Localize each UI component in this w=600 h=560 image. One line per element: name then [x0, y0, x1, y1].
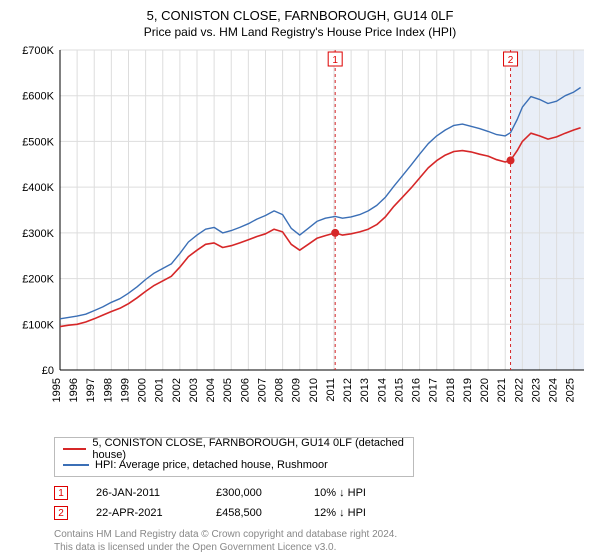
svg-text:1999: 1999: [119, 378, 131, 402]
title-line1: 5, CONISTON CLOSE, FARNBOROUGH, GU14 0LF: [10, 8, 590, 25]
legend-swatch: [63, 464, 89, 466]
footer-line1: Contains HM Land Registry data © Crown c…: [54, 529, 586, 542]
sale-price: £300,000: [216, 487, 286, 499]
svg-text:2010: 2010: [308, 378, 320, 402]
legend-label: HPI: Average price, detached house, Rush…: [95, 459, 328, 471]
svg-text:1995: 1995: [51, 378, 63, 402]
svg-text:2015: 2015: [393, 378, 405, 402]
svg-text:2007: 2007: [256, 378, 268, 402]
svg-text:2001: 2001: [154, 378, 166, 402]
svg-text:2020: 2020: [479, 378, 491, 402]
svg-text:2011: 2011: [325, 378, 337, 402]
chart-svg: £0 £100K £200K £300K £400K £500K £600K £700K 199…: [10, 44, 590, 404]
svg-text:2018: 2018: [445, 378, 457, 402]
title-block: 5, CONISTON CLOSE, FARNBOROUGH, GU14 0LF…: [10, 8, 590, 40]
svg-text:2: 2: [508, 55, 514, 66]
footer: Contains HM Land Registry data © Crown c…: [54, 529, 586, 554]
svg-text:2017: 2017: [428, 378, 440, 402]
svg-text:2023: 2023: [530, 378, 542, 402]
svg-text:2006: 2006: [239, 378, 251, 402]
sale-badge: 2: [54, 506, 68, 520]
sale-row: 1 26-JAN-2011 £300,000 10% ↓ HPI: [54, 483, 586, 503]
footer-line2: This data is licensed under the Open Gov…: [54, 542, 586, 555]
svg-text:£500K: £500K: [22, 137, 54, 149]
svg-text:2016: 2016: [411, 378, 423, 402]
svg-text:2019: 2019: [462, 378, 474, 402]
legend-item-price-paid: 5, CONISTON CLOSE, FARNBOROUGH, GU14 0LF…: [63, 441, 405, 457]
svg-text:£700K: £700K: [22, 45, 54, 57]
sale-badge: 1: [54, 486, 68, 500]
svg-text:1997: 1997: [85, 378, 97, 402]
sale-row: 2 22-APR-2021 £458,500 12% ↓ HPI: [54, 503, 586, 523]
svg-text:£200K: £200K: [22, 274, 54, 286]
svg-text:£100K: £100K: [22, 320, 54, 332]
svg-text:2012: 2012: [342, 378, 354, 402]
svg-text:2008: 2008: [274, 378, 286, 402]
svg-text:2004: 2004: [205, 378, 217, 402]
svg-text:2003: 2003: [188, 378, 200, 402]
svg-text:2021: 2021: [496, 378, 508, 402]
sale-diff: 10% ↓ HPI: [314, 487, 404, 499]
svg-text:£300K: £300K: [22, 228, 54, 240]
legend-label: 5, CONISTON CLOSE, FARNBOROUGH, GU14 0LF…: [92, 437, 405, 461]
legend: 5, CONISTON CLOSE, FARNBOROUGH, GU14 0LF…: [54, 437, 414, 477]
sale-diff: 12% ↓ HPI: [314, 507, 404, 519]
svg-text:£400K: £400K: [22, 183, 54, 195]
title-line2: Price paid vs. HM Land Registry's House …: [10, 25, 590, 41]
legend-swatch: [63, 448, 86, 450]
sale-date: 22-APR-2021: [96, 507, 188, 519]
svg-text:2025: 2025: [565, 378, 577, 402]
svg-text:2024: 2024: [548, 378, 560, 402]
svg-text:1996: 1996: [68, 378, 80, 402]
svg-text:2022: 2022: [513, 378, 525, 402]
svg-text:1: 1: [332, 55, 338, 66]
svg-text:2005: 2005: [222, 378, 234, 402]
svg-text:1998: 1998: [102, 378, 114, 402]
svg-text:£600K: £600K: [22, 91, 54, 103]
svg-text:2013: 2013: [359, 378, 371, 402]
sale-date: 26-JAN-2011: [96, 487, 188, 499]
svg-text:£0: £0: [42, 365, 54, 377]
svg-text:2002: 2002: [171, 378, 183, 402]
svg-text:2014: 2014: [376, 378, 388, 402]
price-chart: £0 £100K £200K £300K £400K £500K £600K £700K 199…: [10, 44, 590, 431]
svg-text:2000: 2000: [137, 378, 149, 402]
sales-table: 1 26-JAN-2011 £300,000 10% ↓ HPI 2 22-AP…: [54, 483, 586, 523]
sale-price: £458,500: [216, 507, 286, 519]
svg-text:2009: 2009: [291, 378, 303, 402]
